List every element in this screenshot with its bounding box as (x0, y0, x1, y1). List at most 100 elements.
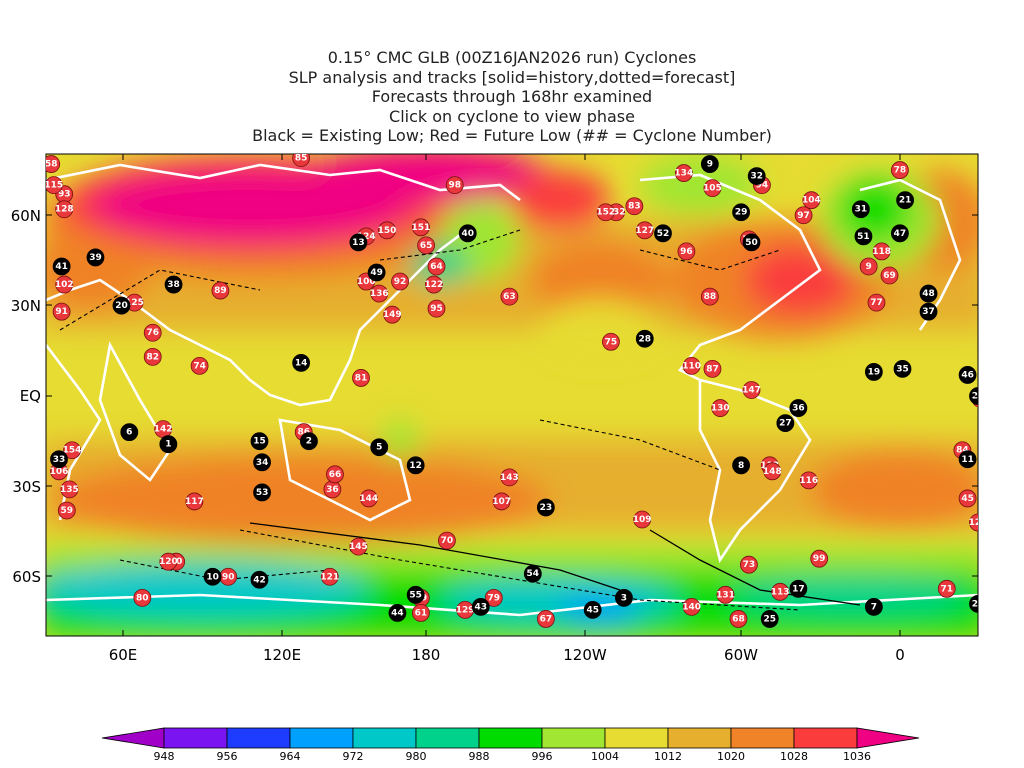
future-cyclone-105[interactable]: 105 (703, 179, 722, 198)
cyclone-marker-circle[interactable] (896, 191, 915, 210)
cyclone-marker-circle[interactable] (471, 597, 490, 616)
existing-cyclone-36[interactable]: 36 (789, 399, 808, 417)
cyclone-marker-circle[interactable] (492, 492, 511, 511)
existing-cyclone-40[interactable]: 40 (458, 224, 477, 243)
cyclone-marker-circle[interactable] (677, 242, 696, 261)
cyclone-marker-circle[interactable] (370, 438, 389, 457)
cyclone-marker-circle[interactable] (763, 462, 782, 481)
existing-cyclone-15[interactable]: 15 (250, 432, 269, 451)
future-cyclone-129[interactable]: 129 (456, 600, 475, 619)
future-cyclone-97[interactable]: 97 (794, 206, 813, 225)
future-cyclone-45[interactable]: 45 (958, 489, 977, 508)
cyclone-marker-circle[interactable] (859, 257, 878, 276)
cyclone-marker-circle[interactable] (958, 450, 977, 469)
cyclone-marker-circle[interactable] (864, 362, 883, 381)
future-cyclone-36[interactable]: 36 (323, 480, 342, 499)
future-cyclone-142[interactable]: 142 (154, 420, 173, 439)
existing-cyclone-20[interactable]: 20 (112, 296, 131, 315)
existing-cyclone-51[interactable]: 51 (854, 227, 873, 246)
future-cyclone-107[interactable]: 107 (492, 492, 511, 511)
cyclone-marker-circle[interactable] (700, 287, 719, 306)
cyclone-marker-circle[interactable] (50, 450, 68, 469)
future-cyclone-113[interactable]: 113 (771, 582, 790, 601)
existing-cyclone-28[interactable]: 28 (635, 329, 654, 348)
cyclone-marker-circle[interactable] (854, 227, 873, 246)
existing-cyclone-25[interactable]: 25 (760, 610, 779, 628)
cyclone-marker-circle[interactable] (711, 399, 730, 417)
cyclone-marker-circle[interactable] (164, 275, 183, 294)
cyclone-marker-circle[interactable] (484, 588, 503, 607)
cyclone-marker-circle[interactable] (292, 150, 311, 167)
cyclone-marker-circle[interactable] (596, 203, 615, 222)
cyclone-marker-circle[interactable] (320, 567, 339, 586)
existing-cyclone-54[interactable]: 54 (523, 564, 542, 583)
future-cyclone-69[interactable]: 69 (880, 266, 899, 285)
cyclone-marker-circle[interactable] (919, 284, 938, 303)
cyclone-marker-circle[interactable] (211, 281, 230, 300)
cyclone-marker-circle[interactable] (159, 435, 178, 454)
cyclone-marker-circle[interactable] (86, 248, 105, 267)
future-cyclone-88[interactable]: 88 (700, 287, 719, 306)
future-cyclone-121[interactable]: 121 (320, 567, 339, 586)
future-cyclone-87[interactable]: 87 (703, 359, 722, 378)
future-cyclone-73[interactable]: 73 (740, 555, 758, 574)
existing-cyclone-33[interactable]: 33 (50, 450, 68, 469)
cyclone-marker-circle[interactable] (112, 296, 131, 315)
cyclone-marker-circle[interactable] (794, 206, 813, 225)
cyclone-marker-circle[interactable] (872, 242, 891, 261)
future-cyclone-91[interactable]: 91 (52, 302, 71, 321)
cyclone-marker-circle[interactable] (742, 381, 761, 399)
cyclone-marker-circle[interactable] (326, 465, 344, 484)
cyclone-marker-circle[interactable] (919, 302, 938, 321)
cyclone-marker-circle[interactable] (893, 359, 912, 378)
cyclone-marker-circle[interactable] (742, 233, 761, 252)
future-cyclone-98[interactable]: 98 (445, 176, 464, 195)
future-cyclone-85[interactable]: 85 (292, 150, 311, 167)
cyclone-marker-circle[interactable] (633, 510, 652, 529)
future-cyclone-154[interactable]: 154 (63, 441, 82, 460)
cyclone-marker-circle[interactable] (625, 197, 644, 216)
existing-cyclone-46[interactable]: 46 (958, 366, 977, 384)
cyclone-marker-circle[interactable] (602, 332, 620, 351)
existing-cyclone-21[interactable]: 21 (896, 191, 915, 210)
cyclone-marker-circle[interactable] (63, 441, 81, 460)
cyclone-marker-circle[interactable] (190, 356, 209, 375)
cyclone-marker-circle[interactable] (789, 579, 808, 598)
cyclone-marker-circle[interactable] (880, 266, 899, 285)
existing-cyclone-41[interactable]: 41 (52, 257, 71, 276)
future-cyclone-59[interactable]: 59 (57, 501, 76, 520)
future-cyclone-80[interactable]: 80 (133, 588, 152, 607)
cyclone-marker-circle[interactable] (411, 604, 430, 622)
future-cyclone-83[interactable]: 83 (625, 197, 644, 216)
future-cyclone-67[interactable]: 67 (536, 610, 555, 628)
future-cyclone-99[interactable]: 99 (810, 549, 829, 568)
cyclone-marker-circle[interactable] (250, 570, 269, 589)
cyclone-marker-circle[interactable] (55, 275, 74, 294)
cyclone-marker-circle[interactable] (771, 582, 790, 601)
existing-cyclone-38[interactable]: 38 (164, 275, 183, 294)
cyclone-marker-circle[interactable] (732, 203, 750, 222)
existing-cyclone-14[interactable]: 14 (292, 353, 311, 372)
existing-cyclone-2[interactable]: 2 (300, 432, 318, 451)
future-cyclone-65[interactable]: 65 (417, 236, 435, 255)
cyclone-marker-circle[interactable] (458, 224, 477, 243)
cyclone-marker-circle[interactable] (388, 604, 407, 622)
future-cyclone-147[interactable]: 147 (742, 381, 761, 399)
cyclone-marker-circle[interactable] (292, 353, 311, 372)
cyclone-marker-circle[interactable] (789, 399, 808, 417)
cyclone-marker-circle[interactable] (810, 549, 829, 568)
existing-cyclone-7[interactable]: 7 (864, 597, 883, 616)
existing-cyclone-42[interactable]: 42 (250, 570, 269, 589)
cyclone-marker-circle[interactable] (703, 179, 722, 198)
cyclone-marker-circle[interactable] (732, 456, 750, 475)
existing-cyclone-13[interactable]: 13 (349, 233, 368, 252)
cyclone-marker-circle[interactable] (383, 305, 402, 324)
cyclone-marker-circle[interactable] (300, 432, 318, 451)
existing-cyclone-39[interactable]: 39 (86, 248, 105, 267)
future-cyclone-82[interactable]: 82 (143, 347, 162, 366)
cyclone-markers[interactable]: 9363945585960616364656667686970717273747… (43, 150, 990, 673)
future-cyclone-102[interactable]: 102 (55, 275, 74, 294)
future-cyclone-70[interactable]: 70 (438, 531, 456, 550)
future-cyclone-140[interactable]: 140 (682, 597, 701, 616)
future-cyclone-136[interactable]: 136 (370, 284, 389, 303)
